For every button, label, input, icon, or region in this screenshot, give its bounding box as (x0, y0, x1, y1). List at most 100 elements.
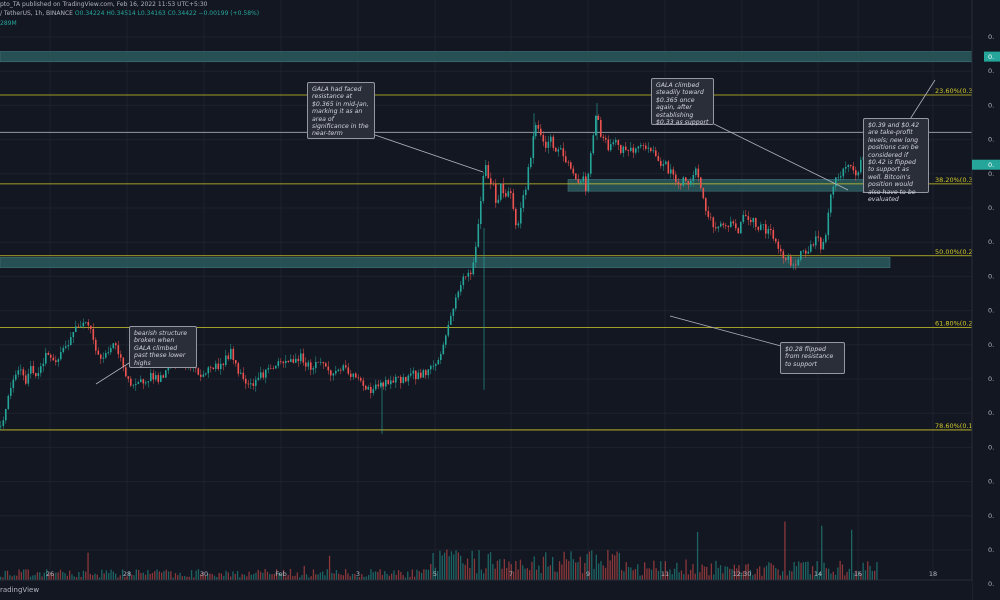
candle-body (492, 183, 495, 185)
candle-body (45, 352, 47, 364)
volume-bar (798, 561, 800, 580)
candle-body (572, 168, 575, 174)
volume-bar (496, 560, 499, 580)
volume-bar (128, 571, 131, 580)
volume-bar (800, 562, 802, 580)
volume-bar (487, 554, 489, 580)
volume-bar (236, 570, 239, 580)
annotation-arrow (669, 315, 782, 347)
annotation-arrow (95, 362, 130, 385)
fib-label: 50.00%(0.28108) (935, 248, 992, 256)
volume-bar (775, 568, 777, 580)
volume-bar (416, 569, 418, 580)
price-tick-label: 0. (988, 33, 994, 41)
candle-body (755, 218, 757, 227)
candle-body (605, 137, 607, 140)
volume-bar (515, 560, 517, 580)
time-tick-label: 5 (433, 570, 437, 578)
candle-body (300, 353, 302, 362)
volume-bar (814, 575, 816, 580)
volume-bar (821, 525, 823, 580)
volume-bar (257, 569, 259, 580)
candle-body (772, 229, 775, 239)
volume-bar (149, 573, 151, 580)
volume-bar (381, 574, 384, 580)
candle-body (200, 374, 202, 377)
volume-bar (115, 573, 117, 580)
candle-body (440, 354, 442, 360)
volume-bar (584, 563, 586, 580)
candle-body (780, 248, 782, 252)
volume-bar (510, 564, 512, 580)
price-tick-label: 0. (988, 443, 994, 451)
candle-body (57, 359, 60, 363)
price-tick-label: 0. (988, 546, 994, 554)
volume-bar (519, 559, 522, 580)
price-tick-label: 0. (988, 409, 994, 417)
volume-bar (135, 569, 137, 580)
volume-bar (844, 575, 846, 580)
volume-bar (446, 549, 448, 580)
candle-body (330, 370, 332, 376)
volume-bar (142, 572, 144, 580)
volume-bar (588, 551, 591, 580)
volume-bar (752, 575, 754, 580)
candle-body (800, 251, 802, 260)
candle-body (470, 272, 472, 275)
candle-body (620, 144, 622, 154)
candle-body (210, 367, 212, 368)
volume-bar (105, 570, 108, 580)
volume-bar (565, 559, 568, 580)
volume-bar (616, 551, 618, 580)
candle-body (332, 373, 335, 376)
volume-bar (101, 569, 103, 580)
candle-body (535, 125, 537, 137)
candle-body (317, 361, 320, 363)
volume-bar (618, 552, 620, 580)
volume-bar (692, 564, 694, 580)
volume-bar (340, 574, 342, 580)
candle-body (325, 363, 327, 367)
volume-bar (846, 571, 848, 580)
volume-bar (646, 568, 648, 580)
volume-bar (480, 569, 482, 580)
candle-body (792, 264, 795, 266)
candle-body (10, 388, 12, 396)
volume-bar (786, 575, 788, 580)
price-axis: 0.0.0.0.0.0.0.0.0.0.0.0.0.0.0.0.0.0.0. (971, 0, 1000, 600)
volume-bar (425, 569, 427, 580)
volume-bar (32, 575, 34, 580)
volume-bar (292, 576, 294, 580)
volume-bar (685, 559, 687, 580)
candle-body (202, 374, 205, 377)
candle-body (385, 380, 387, 387)
volume-bar (94, 573, 96, 580)
price-tick-label: 0. (988, 67, 994, 75)
volume-bar (593, 568, 595, 580)
candle-body (97, 350, 100, 355)
volume-bar (18, 569, 20, 580)
volume-bar (305, 574, 308, 580)
volume-bar (420, 572, 423, 580)
volume-bar (738, 565, 740, 580)
volume-bar (423, 569, 425, 580)
candle-body (225, 355, 227, 365)
candle-body (680, 184, 682, 186)
volume-bar (126, 576, 128, 580)
candle-body (730, 221, 732, 228)
volume-bar (248, 571, 250, 580)
volume-bar (478, 550, 480, 580)
volume-bar (630, 567, 632, 580)
volume-bar (370, 569, 372, 580)
candle-body (727, 226, 730, 228)
volume-bar (243, 574, 246, 580)
volume-bar (577, 562, 579, 580)
volume-bar (759, 566, 761, 580)
candle-body (345, 365, 347, 368)
candle-body (450, 315, 452, 325)
volume-bar (701, 564, 703, 580)
volume-bar (768, 562, 770, 580)
candle-body (137, 382, 140, 384)
volume-bar (637, 564, 639, 580)
